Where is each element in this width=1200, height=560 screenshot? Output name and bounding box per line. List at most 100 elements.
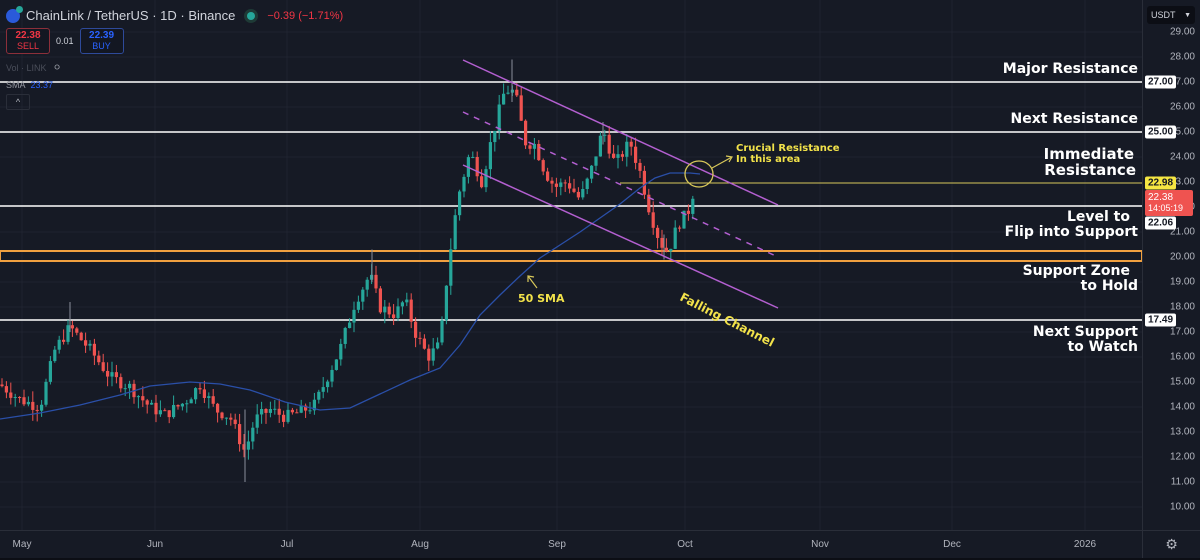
label-current-price: 22.38 14:05:19 [1145,190,1193,216]
chevron-down-icon: ▼ [1184,11,1191,19]
candle [22,397,26,405]
eye-hidden-icon[interactable]: ⚪ [52,62,62,74]
sell-label: SELL [16,41,40,51]
candle [123,388,127,390]
candle [458,191,462,216]
candle [304,405,308,411]
price-tick: 16.00 [1169,351,1195,363]
crucial-arrow [711,156,733,169]
candle [392,314,396,319]
candle [422,338,426,349]
volume-indicator-label: Vol · LINK [6,62,47,73]
time-tick: Dec [943,539,961,550]
chart-settings-button[interactable]: ⚙ [1142,530,1200,558]
candle [634,146,638,163]
annotation-flip-level: Level to Flip into Support [1004,209,1138,240]
candle [260,408,264,415]
sell-button[interactable]: 22.38 SELL [6,28,50,54]
gear-icon: ⚙ [1165,536,1178,552]
sma-arrow [527,275,538,289]
candle [352,309,356,323]
candle [537,143,541,161]
candle [150,402,154,405]
candle [251,427,255,442]
candle [53,349,57,362]
candle [418,337,422,339]
price-tick: 10.00 [1169,501,1195,513]
candle [396,306,400,319]
price-tick: 12.00 [1169,451,1195,463]
buy-button[interactable]: 22.39 BUY [79,28,124,54]
candle [638,162,642,171]
candle [444,285,448,321]
volume-indicator-row[interactable]: Vol · LINK ⚪ [6,61,343,74]
candle [246,441,250,450]
candle [224,417,228,419]
candle [176,404,180,407]
candlesticks [0,59,695,482]
support-zone [0,250,1142,262]
candle [207,396,211,398]
candle [642,170,646,195]
candle [682,210,686,229]
price-plot[interactable] [0,0,1142,530]
candle [48,361,52,382]
candle [158,410,162,415]
candle [572,188,576,192]
candle [502,93,506,105]
annotation-crucial-resistance: Crucial Resistance In this area [736,143,840,165]
candle [550,180,554,184]
time-axis[interactable]: May Jun Jul Aug Sep Oct Nov Dec 2026 [0,530,1142,559]
candle [119,377,123,389]
crucial-resistance-circle [684,160,714,188]
candle [515,89,519,96]
candle [686,210,690,214]
symbol-title[interactable]: ChainLink / TetherUS · 1D · Binance [26,8,236,23]
price-tick: 11.00 [1170,476,1195,488]
time-tick: Jun [146,539,164,550]
time-tick: Jul [280,539,294,550]
candle [343,328,347,344]
candle [194,388,198,400]
candle [88,343,92,346]
candle [154,402,158,415]
grid [0,0,1142,530]
candle [431,348,435,361]
time-tick: Aug [411,539,429,550]
label-flip-level: 22.06 [1145,216,1177,230]
candle [220,412,224,419]
bar-countdown: 14:05:19 [1148,203,1184,213]
sma-indicator-row[interactable]: SMA 23.37 [6,80,343,90]
annotation-50-sma: 50 SMA [518,292,565,305]
bottom-border [0,558,1200,560]
candle [625,141,629,157]
candle [273,408,277,410]
price-axis[interactable]: USDT ▼ 29.00 28.00 27.00 26.00 25.00 24.00 23.… [1142,0,1200,530]
candle [669,248,673,252]
current-price-value: 22.38 [1148,192,1174,203]
candle [607,134,611,154]
candle [554,183,558,187]
candle [383,306,387,313]
candle [128,383,132,389]
sma-50-line [0,172,701,420]
candle [374,274,378,289]
time-tick: Sep [548,539,566,550]
candle [180,403,184,407]
collapse-legend-button[interactable]: ^ [6,94,30,110]
candle [471,156,475,158]
candle [75,328,79,333]
candle [0,384,4,387]
candle [13,397,17,399]
time-tick: May [12,539,32,550]
currency-select[interactable]: USDT ▼ [1147,6,1195,24]
candle [484,169,488,188]
candle [563,182,567,184]
candle [110,372,114,377]
chainlink-logo-icon [6,5,23,23]
candle [286,409,290,422]
candle [480,176,484,188]
price-tick: 15.00 [1169,376,1195,388]
label-major-resistance: 27.00 [1145,75,1177,89]
